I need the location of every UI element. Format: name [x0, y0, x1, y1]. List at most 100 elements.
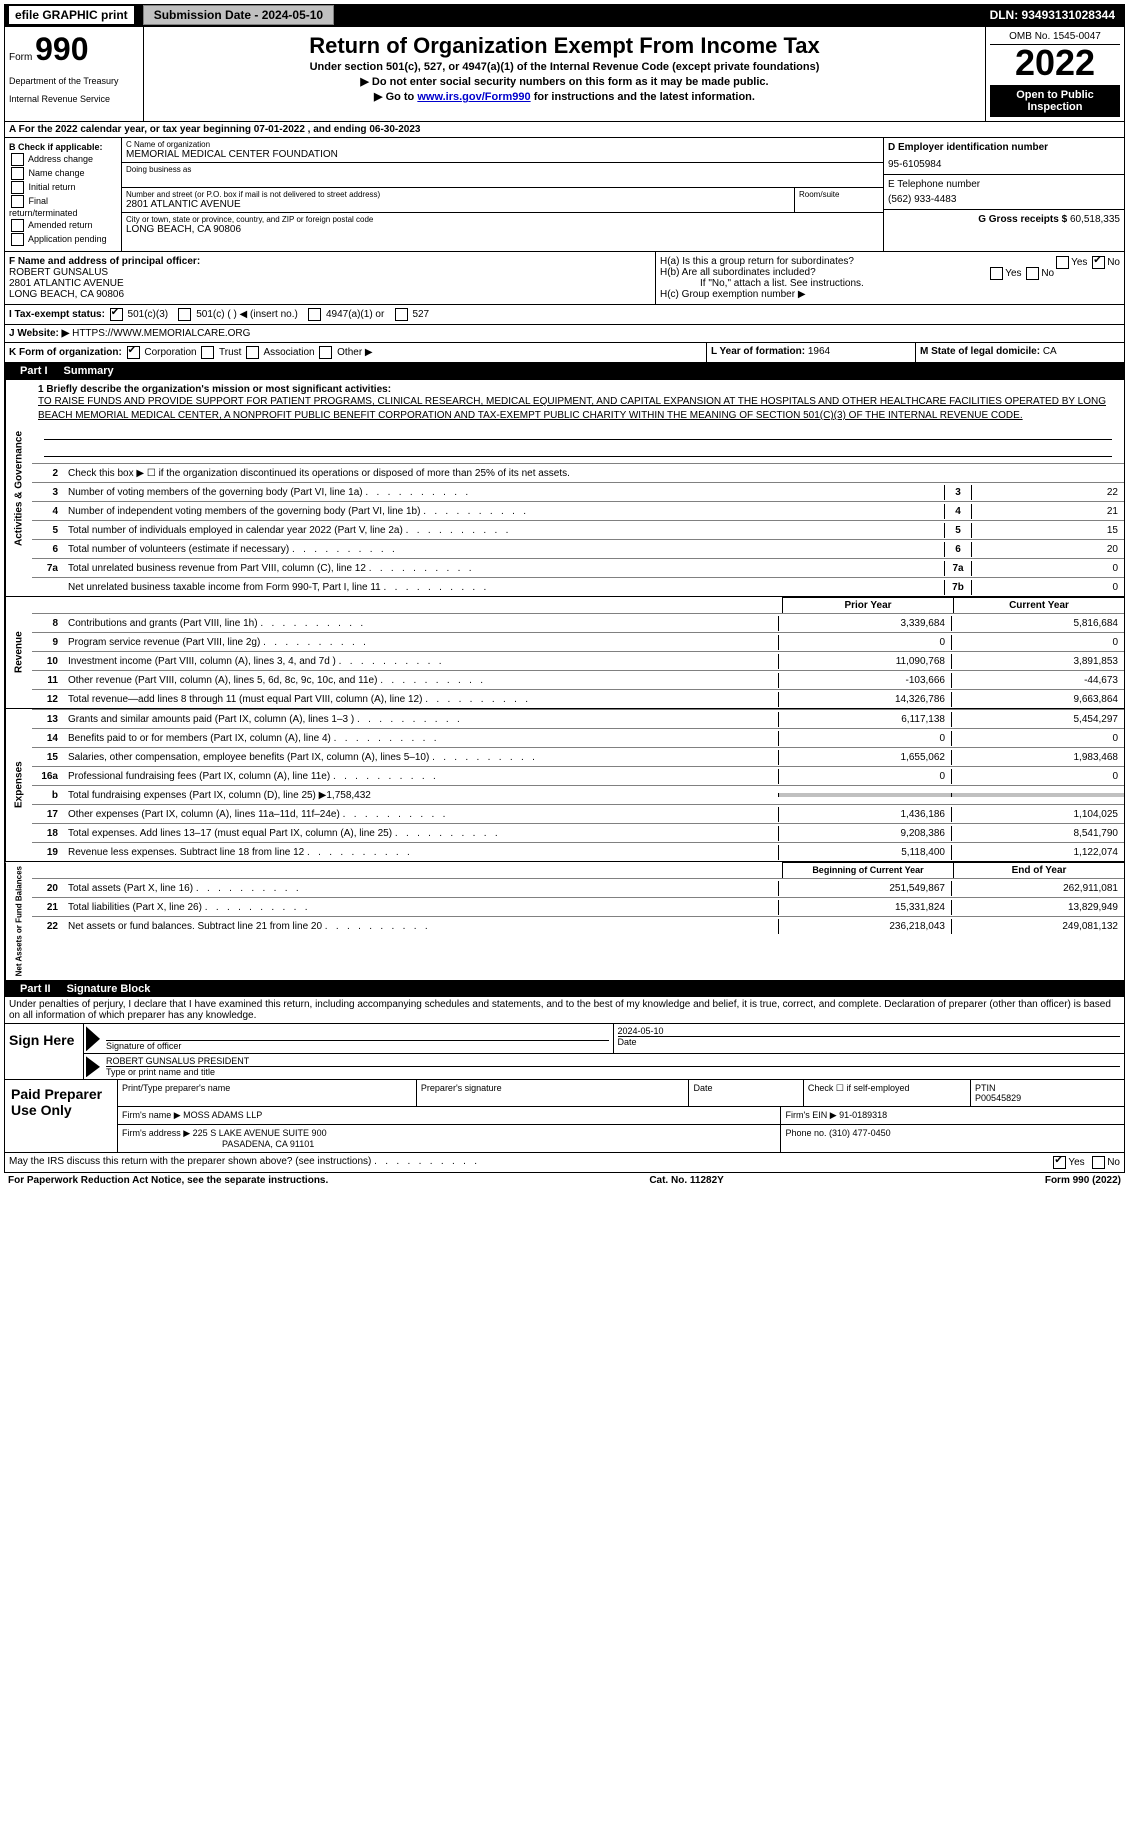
data-row: bTotal fundraising expenses (Part IX, co… [32, 785, 1124, 804]
firm-addr1: 225 S LAKE AVENUE SUITE 900 [193, 1128, 327, 1138]
print-name-label: Type or print name and title [106, 1066, 1120, 1077]
row-j: J Website: ▶ HTTPS://WWW.MEMORIALCARE.OR… [5, 324, 1124, 342]
summary-line: 4Number of independent voting members of… [32, 501, 1124, 520]
paperwork-notice: For Paperwork Reduction Act Notice, see … [8, 1175, 328, 1186]
tax-year: 2022 [990, 45, 1120, 81]
data-row: 18Total expenses. Add lines 13–17 (must … [32, 823, 1124, 842]
firm-name: MOSS ADAMS LLP [183, 1110, 262, 1120]
discuss-no[interactable] [1092, 1156, 1105, 1169]
date-label: Date [618, 1036, 1121, 1047]
col-current-year: Current Year [953, 597, 1124, 613]
arrow-icon [86, 1026, 100, 1051]
irs-link[interactable]: www.irs.gov/Form990 [417, 91, 530, 103]
open-inspection-badge: Open to Public Inspection [990, 85, 1120, 117]
cat-no: Cat. No. 11282Y [649, 1175, 723, 1186]
chk-501c3[interactable] [110, 308, 123, 321]
box-f: F Name and address of principal officer:… [5, 252, 655, 304]
preparer-date-label: Date [689, 1080, 803, 1106]
ha-no[interactable] [1092, 256, 1105, 269]
summary-line: 3Number of voting members of the governi… [32, 482, 1124, 501]
box-b: B Check if applicable: Address change Na… [5, 138, 122, 251]
side-netassets: Net Assets or Fund Balances [5, 862, 32, 980]
dln-label: DLN: 93493131028344 [990, 8, 1125, 22]
data-row: 8Contributions and grants (Part VIII, li… [32, 613, 1124, 632]
row-k: K Form of organization: Corporation Trus… [5, 343, 706, 362]
submission-date-button[interactable]: Submission Date - 2024-05-10 [143, 5, 334, 25]
hb-no[interactable] [1026, 267, 1039, 280]
officer-addr1: 2801 ATLANTIC AVENUE [9, 278, 124, 289]
part2-header: Part II Signature Block [4, 981, 1125, 997]
website-value: HTTPS://WWW.MEMORIALCARE.ORG [72, 328, 250, 339]
form-header: Form 990 Department of the Treasury Inte… [4, 26, 1125, 122]
form-prefix: Form [9, 52, 32, 63]
row-m: M State of legal domicile: CA [915, 343, 1124, 362]
paid-preparer-label: Paid Preparer Use Only [5, 1080, 118, 1152]
topbar: efile GRAPHIC print Submission Date - 20… [4, 4, 1125, 26]
officer-addr2: LONG BEACH, CA 90806 [9, 289, 124, 300]
data-row: 16aProfessional fundraising fees (Part I… [32, 766, 1124, 785]
chk-corporation[interactable] [127, 346, 140, 359]
ha-yes[interactable] [1056, 256, 1069, 269]
sign-here-label: Sign Here [5, 1024, 84, 1079]
row-i: I Tax-exempt status: 501(c)(3) 501(c) ( … [5, 305, 1124, 324]
chk-initial-return[interactable]: Initial return [9, 181, 117, 194]
firm-ein-label: Firm's EIN ▶ [785, 1110, 836, 1120]
addr-label: Number and street (or P.O. box if mail i… [126, 190, 790, 199]
irs-label: Internal Revenue Service [9, 94, 139, 104]
chk-address-change[interactable]: Address change [9, 153, 117, 166]
phone-value: (310) 477-0450 [829, 1128, 891, 1138]
chk-final-return[interactable]: Final return/terminated [9, 195, 117, 218]
dba-label: Doing business as [126, 165, 879, 174]
chk-4947[interactable] [308, 308, 321, 321]
firm-addr-label: Firm's address ▶ [122, 1128, 190, 1138]
data-row: 20Total assets (Part X, line 16)251,549,… [32, 878, 1124, 897]
form-title: Return of Organization Exempt From Incom… [148, 33, 981, 59]
data-row: 17Other expenses (Part IX, column (A), l… [32, 804, 1124, 823]
side-revenue: Revenue [5, 597, 32, 708]
summary-line: Net unrelated business taxable income fr… [32, 577, 1124, 596]
chk-application-pending[interactable]: Application pending [9, 233, 117, 246]
gross-receipts-value: 60,518,335 [1070, 214, 1120, 225]
chk-name-change[interactable]: Name change [9, 167, 117, 180]
data-row: 15Salaries, other compensation, employee… [32, 747, 1124, 766]
chk-527[interactable] [395, 308, 408, 321]
officer-name: ROBERT GUNSALUS [9, 267, 108, 278]
mission-text: TO RAISE FUNDS AND PROVIDE SUPPORT FOR P… [38, 396, 1106, 421]
org-name: MEMORIAL MEDICAL CENTER FOUNDATION [126, 149, 879, 160]
street-address: 2801 ATLANTIC AVENUE [126, 199, 790, 210]
data-row: 14Benefits paid to or for members (Part … [32, 728, 1124, 747]
data-row: 19Revenue less expenses. Subtract line 1… [32, 842, 1124, 861]
form-footer: Form 990 (2022) [1045, 1175, 1121, 1186]
part1-header: Part I Summary [4, 363, 1125, 379]
chk-association[interactable] [246, 346, 259, 359]
preparer-sig-label: Preparer's signature [417, 1080, 690, 1106]
officer-print-name: ROBERT GUNSALUS PRESIDENT [106, 1056, 1120, 1066]
telephone-value: (562) 933-4483 [888, 194, 1120, 205]
chk-trust[interactable] [201, 346, 214, 359]
chk-other[interactable] [319, 346, 332, 359]
form-note1: ▶ Do not enter social security numbers o… [148, 75, 981, 88]
data-row: 11Other revenue (Part VIII, column (A), … [32, 670, 1124, 689]
data-row: 13Grants and similar amounts paid (Part … [32, 709, 1124, 728]
hb-yes[interactable] [990, 267, 1003, 280]
form-subtitle: Under section 501(c), 527, or 4947(a)(1)… [148, 61, 981, 73]
firm-addr2: PASADENA, CA 91101 [222, 1139, 314, 1149]
data-row: 21Total liabilities (Part X, line 26)15,… [32, 897, 1124, 916]
firm-name-label: Firm's name ▶ [122, 1110, 181, 1120]
form-note2: ▶ Go to www.irs.gov/Form990 for instruct… [148, 90, 981, 103]
city-state-zip: LONG BEACH, CA 90806 [126, 224, 879, 235]
side-activities: Activities & Governance [5, 380, 32, 596]
firm-ein: 91-0189318 [839, 1110, 887, 1120]
summary-line: 7aTotal unrelated business revenue from … [32, 558, 1124, 577]
row-a-calendar-year: A For the 2022 calendar year, or tax yea… [4, 122, 1125, 138]
ptin-value: P00545829 [975, 1093, 1021, 1103]
ein-value: 95-6105984 [888, 159, 1120, 170]
sign-date: 2024-05-10 [618, 1026, 1121, 1036]
row-l: L Year of formation: 1964 [706, 343, 915, 362]
box-c-label: C Name of organization [126, 140, 879, 149]
arrow-icon [86, 1056, 100, 1077]
line2-text: Check this box ▶ ☐ if the organization d… [64, 466, 1124, 481]
chk-amended-return[interactable]: Amended return [9, 219, 117, 232]
discuss-yes[interactable] [1053, 1156, 1066, 1169]
chk-501c[interactable] [178, 308, 191, 321]
